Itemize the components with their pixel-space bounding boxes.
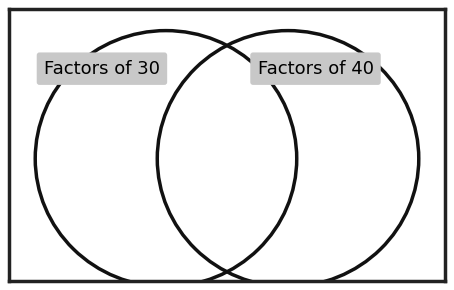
Text: Factors of 40: Factors of 40 (257, 60, 374, 78)
Text: Factors of 30: Factors of 30 (44, 60, 160, 78)
